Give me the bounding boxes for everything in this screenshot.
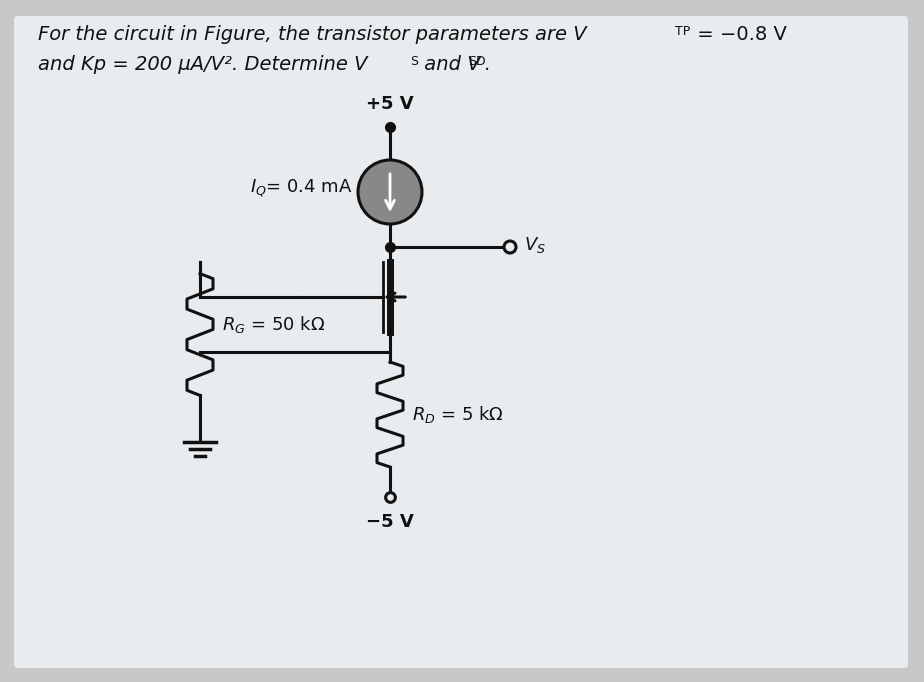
Text: and V: and V (418, 55, 480, 74)
Circle shape (504, 241, 516, 253)
Text: and Kp = 200 μA/V². Determine V: and Kp = 200 μA/V². Determine V (38, 55, 368, 74)
Text: = −0.8 V: = −0.8 V (691, 25, 787, 44)
Text: .: . (484, 55, 491, 74)
Text: TP: TP (675, 25, 690, 38)
Text: $R_D$ = 5 kΩ: $R_D$ = 5 kΩ (412, 404, 504, 425)
Text: $R_G$ = 50 kΩ: $R_G$ = 50 kΩ (222, 314, 325, 335)
Circle shape (358, 160, 422, 224)
Text: $I_Q$= 0.4 mA: $I_Q$= 0.4 mA (250, 177, 353, 198)
Text: SD: SD (468, 55, 486, 68)
Text: $V_S$: $V_S$ (524, 235, 546, 255)
Text: +5 V: +5 V (366, 95, 414, 113)
Text: S: S (410, 55, 418, 68)
Text: For the circuit in Figure, the transistor parameters are V: For the circuit in Figure, the transisto… (38, 25, 587, 44)
Text: −5 V: −5 V (366, 513, 414, 531)
FancyBboxPatch shape (14, 16, 908, 668)
